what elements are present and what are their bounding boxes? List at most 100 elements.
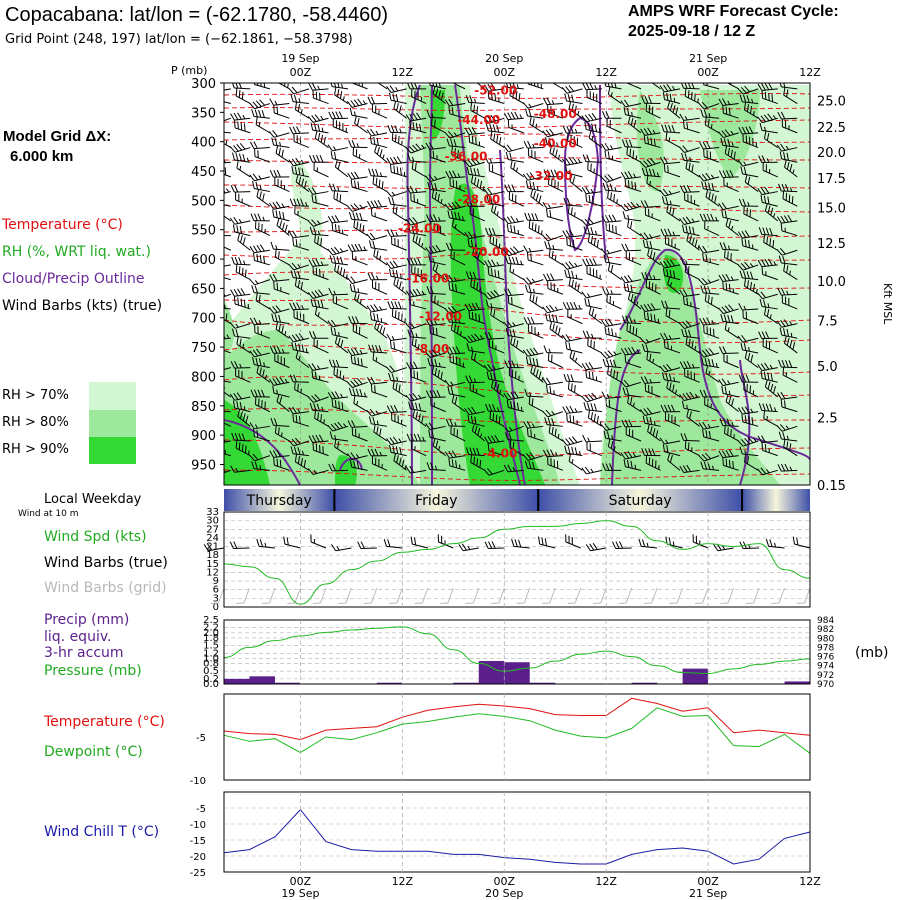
wind-barb [561,85,583,94]
wind-barb [275,145,290,163]
temperature-label: Temperature (°C) [44,714,165,730]
wind-barb [659,332,681,341]
wind-barb-grid [567,587,582,604]
wind-barb [552,83,564,90]
wind-barb [776,424,798,432]
wind-barb [720,313,739,325]
wind-barb [312,90,329,105]
precip-tick-label: 2.2 [203,623,219,634]
wind-barb [386,156,407,165]
wind-barbs-grid-label: Wind Barbs (grid) [44,580,167,596]
wind-barb [659,84,681,93]
wind-barb [588,130,603,148]
cloud-legend-label: Cloud/Precip Outline [2,271,145,287]
wind-barb [718,169,739,178]
wind-barb [542,233,564,242]
wind-barb [393,277,407,295]
wind-barb [327,421,349,432]
wind-barb [605,222,622,237]
wind-barb [704,397,720,413]
wind-barb [665,308,681,325]
wind-barb-grid [312,587,327,604]
wind-barb [252,180,270,193]
wind-barb [334,439,349,457]
wind-barb [233,296,251,310]
wind-barb [783,87,798,104]
wind-barb [741,414,759,427]
wind-barb [411,441,427,457]
wind-barb [678,320,700,330]
wind-barb [626,83,642,90]
wind-barb [624,178,642,193]
precip-tick-label: 1.0 [203,653,219,664]
wind-barb [445,242,466,251]
wind-barb [698,245,720,254]
precip-tick-label: 2.5 [203,615,219,626]
wind-barb [741,238,759,251]
height-tick-label: 15.0 [817,201,846,216]
wind-barb [370,384,388,398]
wind-barb [506,399,524,413]
wind-barb [224,349,231,354]
wind-barb [757,435,778,444]
height-tick-label: 20.0 [817,146,846,161]
wind-barb [724,145,739,163]
wind-barb [758,155,778,164]
wind-barb [366,304,388,313]
wind-barb [776,319,798,328]
wind-barb [429,149,446,163]
wind-barb [737,159,759,167]
wind-barb [761,90,778,105]
wind-barb [464,406,485,416]
wind-barb [659,437,681,445]
grid-point-info: Grid Point (248, 197) lat/lon = (−62.186… [5,32,353,47]
wind-barb [446,138,466,149]
wind-barb [314,234,329,251]
wind-barb [232,224,251,237]
wind-barb [249,141,270,150]
wind-barb [354,291,368,310]
wind-barb [620,201,642,212]
wind-barb [425,214,446,222]
temperature-contour-label: -48.00 [534,107,577,121]
windchill-tick-label: -15 [190,836,206,847]
wind-barb [406,361,427,370]
wind-barb [249,99,271,110]
wind-barb [428,253,446,266]
wind-barb [738,126,759,135]
wind-barb [776,248,798,256]
wind-barb [288,230,309,239]
wind-barb [522,277,544,285]
wind-barb [738,198,759,207]
wind-barb [431,293,446,310]
wind-barb [374,320,388,339]
wind-barb [449,354,466,369]
wind-barb [682,296,700,310]
wind-barb [250,389,270,398]
wind-barb [271,313,290,325]
pressure-tick-label: 984 [817,616,834,626]
wind-barb-grid [669,587,684,604]
wind-barb [444,201,466,211]
wind-barb [252,357,270,369]
wind-barb [757,362,778,372]
wind-barb [328,287,349,296]
wind-barb [667,452,681,471]
wind-barb [268,376,290,386]
wind-barb [487,267,505,281]
wind-barb [562,405,583,414]
wind-barb [464,302,485,312]
wind-barb [307,468,329,475]
wind-barb [647,247,661,266]
wind-barb [528,324,544,339]
temperature-contour-label: -32.00 [530,169,573,183]
wind-barb-true [437,534,454,549]
wind-barb [780,399,798,413]
wind-barb [269,449,290,458]
wind-barb [489,235,505,251]
wind-barb [743,382,759,398]
wind-barb [509,87,525,104]
wind-barb [641,96,661,105]
wind-barb [387,301,407,310]
wind-barb [425,390,446,399]
